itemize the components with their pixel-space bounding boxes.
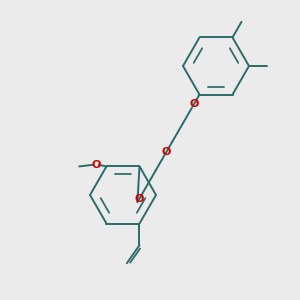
Text: O: O — [162, 147, 171, 157]
Text: O: O — [91, 160, 100, 170]
Text: O: O — [134, 194, 144, 204]
Text: O: O — [189, 100, 199, 110]
